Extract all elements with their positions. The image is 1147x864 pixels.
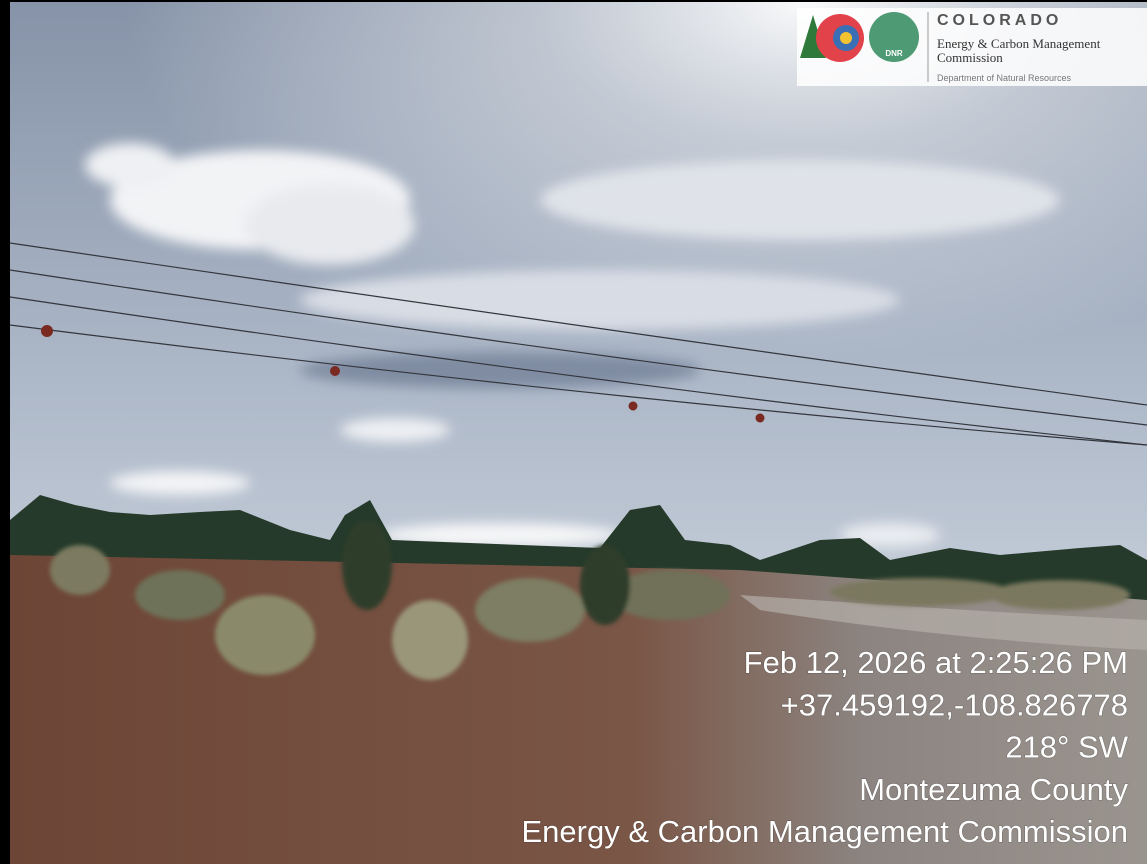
page: DNR COLORADO Energy & Carbon Management … [0, 0, 1147, 864]
juniper [342, 520, 392, 610]
logo-sun [840, 32, 852, 44]
shrub [830, 578, 1010, 606]
stamp-line: 218° SW [1005, 730, 1128, 765]
shrub [990, 580, 1130, 610]
cloud [245, 185, 415, 265]
cloud [300, 270, 900, 330]
logo-department: Department of Natural Resources [937, 73, 1072, 83]
photo: DNR COLORADO Energy & Carbon Management … [0, 0, 1147, 864]
logo-agency: Commission [937, 50, 1003, 65]
badge-text: DNR [885, 49, 903, 58]
logo-agency: Energy & Carbon Management [937, 36, 1101, 51]
cloud [85, 143, 175, 187]
cloud [340, 418, 450, 442]
stamp-line: Energy & Carbon Management Commission [522, 814, 1129, 849]
marker-ball [629, 402, 638, 411]
stamp-line: Montezuma County [859, 772, 1128, 807]
shrub [50, 545, 110, 595]
stamp-line: Feb 12, 2026 at 2:25:26 PM [744, 645, 1128, 680]
shrub [135, 570, 225, 620]
shrub [392, 600, 468, 680]
shrub [475, 578, 585, 642]
cloud [110, 471, 250, 495]
juniper [580, 545, 630, 625]
cloud [540, 160, 1060, 240]
marker-ball [330, 366, 340, 376]
marker-ball [756, 414, 765, 423]
logo-state: COLORADO [937, 12, 1062, 29]
stamp-line: +37.459192,-108.826778 [781, 687, 1128, 722]
shrub [215, 595, 315, 675]
marker-ball [41, 325, 53, 337]
